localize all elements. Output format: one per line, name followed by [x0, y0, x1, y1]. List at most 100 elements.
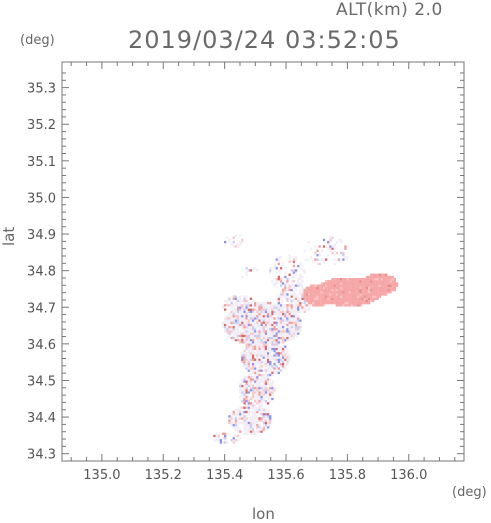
radar-pixel: [243, 415, 246, 418]
radar-pixel: [236, 338, 240, 342]
radar-pixel: [232, 328, 235, 331]
radar-pixel: [279, 354, 283, 357]
radar-pixel: [314, 245, 317, 248]
radar-pixel: [267, 310, 270, 313]
radar-pixel: [282, 262, 285, 266]
radar-pixel: [267, 360, 270, 364]
radar-pixel: [288, 308, 291, 311]
radar-pixel: [260, 312, 263, 316]
radar-pixel: [232, 306, 235, 309]
radar-pixel: [294, 293, 298, 296]
radar-pixel: [350, 297, 354, 300]
radar-pixel: [301, 286, 304, 290]
radar-pixel: [284, 282, 287, 285]
radar-pixel: [325, 280, 328, 283]
radar-pixel: [234, 315, 238, 318]
radar-pixel: [232, 310, 235, 313]
radar-pixel: [333, 245, 336, 248]
radar-pixel: [352, 278, 356, 281]
radar-pixel: [232, 410, 235, 414]
radar-pixel: [236, 317, 240, 320]
radar-pixel: [239, 415, 242, 418]
radar-pixel: [262, 360, 265, 364]
radar-pixel: [236, 417, 240, 420]
radar-pixel: [256, 338, 259, 342]
radar-pixel: [327, 291, 330, 294]
radar-pixel: [241, 341, 244, 344]
radar-pixel: [245, 352, 248, 355]
radar-pixel: [303, 304, 306, 307]
radar-pixel: [286, 293, 289, 296]
radar-pixel: [282, 349, 285, 353]
radar-pixel: [342, 291, 345, 294]
radar-pixel: [333, 284, 336, 287]
radar-pixel: [342, 278, 345, 281]
radar-pixel: [260, 310, 263, 313]
radar-pixel: [256, 380, 259, 383]
radar-pixel: [383, 273, 386, 276]
radar-pixel: [243, 408, 246, 411]
radar-pixel: [314, 251, 317, 255]
radar-pixel: [221, 304, 225, 307]
radar-pixel: [346, 256, 349, 259]
radar-pixel: [277, 354, 280, 357]
radar-pixel: [297, 310, 300, 313]
radar-pixel: [252, 347, 255, 351]
radar-pixel: [256, 349, 259, 353]
radar-pixel: [236, 325, 240, 329]
radar-pixel: [262, 426, 265, 429]
radar-pixel: [282, 336, 285, 340]
radar-pixel: [312, 301, 315, 305]
radar-pixel: [271, 312, 274, 316]
radar-pixel: [344, 284, 347, 287]
radar-pixel: [359, 282, 362, 285]
y-tick-label: 34.3: [27, 448, 56, 463]
radar-pixel: [264, 312, 268, 316]
radar-pixel: [239, 332, 242, 335]
radar-pixel: [264, 393, 268, 396]
radar-pixel: [264, 338, 268, 342]
radar-pixel: [310, 295, 313, 298]
radar-pixel: [256, 419, 259, 422]
radar-pixel: [327, 293, 330, 296]
radar-pixel: [230, 415, 233, 418]
radar-pixel: [370, 280, 373, 283]
radar-pixel: [294, 319, 298, 322]
radar-pixel: [269, 397, 272, 401]
radar-pixel: [249, 421, 253, 425]
radar-pixel: [247, 380, 250, 383]
radar-pixel: [376, 297, 379, 300]
radar-pixel: [260, 408, 263, 411]
radar-pixel: [383, 293, 386, 296]
radar-pixel: [277, 330, 280, 333]
radar-pixel: [219, 441, 222, 444]
radar-pixel: [241, 417, 244, 420]
radar-pixel: [340, 304, 343, 307]
radar-pixel: [290, 317, 293, 320]
radar-pixel: [264, 419, 268, 422]
radar-pixel: [361, 301, 364, 305]
radar-pixel: [297, 306, 300, 309]
radar-pixel: [352, 295, 356, 298]
radar-pixel: [340, 282, 343, 285]
radar-pixel: [292, 291, 296, 294]
radar-pixel: [221, 306, 225, 309]
radar-pixel: [234, 310, 238, 313]
radar-pixel: [252, 325, 255, 329]
radar-pixel: [318, 295, 321, 298]
radar-pixel: [357, 304, 360, 307]
radar-pixel: [275, 317, 278, 320]
radar-pixel: [254, 389, 257, 392]
radar-pixel: [267, 413, 270, 416]
radar-pixel: [217, 437, 220, 440]
radar-pixel: [288, 358, 291, 361]
radar-pixel: [275, 308, 278, 311]
radar-pixel: [264, 301, 268, 305]
radar-pixel: [245, 345, 248, 348]
radar-pixel: [355, 295, 358, 298]
radar-pixel: [275, 332, 278, 335]
radar-pixel: [245, 317, 248, 320]
radar-pixel: [337, 282, 341, 285]
radar-pixel: [282, 328, 285, 331]
